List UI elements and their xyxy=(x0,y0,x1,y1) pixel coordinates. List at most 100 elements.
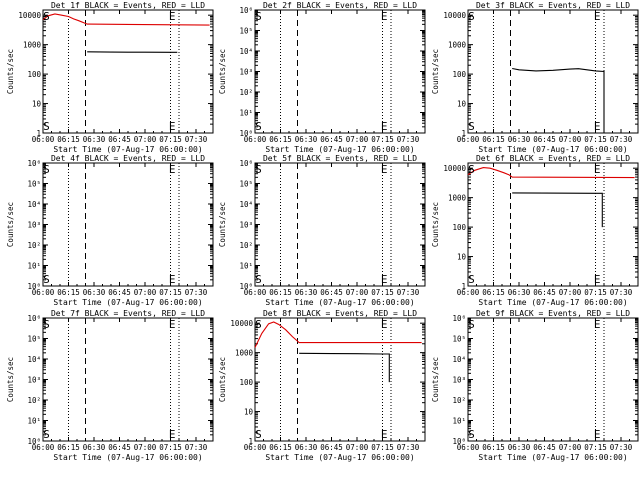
x-tick-label: 06:15 xyxy=(482,288,505,297)
y-tick-label: 10⁵ xyxy=(239,180,253,189)
y-tick-label: 100 xyxy=(452,223,466,232)
y-tick-label: 10⁶ xyxy=(239,6,253,15)
x-tick-label: 07:15 xyxy=(584,443,607,452)
x-tick-label: 07:00 xyxy=(134,135,157,144)
y-tick-label: 10000 xyxy=(443,164,466,173)
y-tick-label: 10¹ xyxy=(239,262,253,271)
x-tick-label: 07:15 xyxy=(159,135,182,144)
x-tick-label: 06:30 xyxy=(83,443,106,452)
marker-s-top: S xyxy=(468,10,475,23)
x-tick-label: 06:30 xyxy=(83,288,106,297)
x-tick-label: 07:15 xyxy=(371,288,394,297)
x-tick-label: 07:00 xyxy=(134,288,157,297)
y-tick-label: 10⁰ xyxy=(239,282,253,291)
chart-title: Det 3f BLACK = Events, RED = LLD xyxy=(476,1,630,10)
y-tick-label: 10³ xyxy=(27,376,41,385)
x-tick-label: 07:30 xyxy=(185,288,208,297)
marker-e-bottom: E xyxy=(594,273,601,286)
y-tick-label: 10⁶ xyxy=(452,314,466,323)
marker-e-top: E xyxy=(594,163,601,176)
marker-s-top: S xyxy=(255,163,262,176)
x-axis-label: Start Time (07-Aug-17 06:00:00) xyxy=(265,453,414,462)
y-tick-label: 10³ xyxy=(27,221,41,230)
y-tick-label: 10000 xyxy=(18,11,41,20)
x-tick-label: 06:00 xyxy=(32,135,55,144)
y-tick-label: 1000 xyxy=(448,41,467,50)
y-tick-label: 10⁴ xyxy=(239,200,253,209)
x-tick-label: 06:30 xyxy=(508,443,531,452)
x-tick-label: 06:15 xyxy=(57,288,80,297)
marker-e-bottom: E xyxy=(169,428,176,441)
y-axis-label: Counts/sec xyxy=(431,202,440,247)
y-tick-label: 10² xyxy=(452,396,466,405)
marker-e-top: E xyxy=(594,318,601,331)
y-tick-label: 10⁶ xyxy=(239,159,253,168)
y-tick-label: 10⁰ xyxy=(452,437,466,446)
y-tick-label: 1 xyxy=(248,437,253,446)
y-tick-label: 10³ xyxy=(239,68,253,77)
x-tick-label: 06:30 xyxy=(295,288,318,297)
y-tick-label: 10² xyxy=(27,396,41,405)
x-tick-label: 06:45 xyxy=(533,443,556,452)
marker-s-top: S xyxy=(255,10,262,23)
x-tick-label: 06:00 xyxy=(457,288,480,297)
series-lld-line xyxy=(254,321,422,348)
x-axis-label: Start Time (07-Aug-17 06:00:00) xyxy=(478,298,627,307)
y-tick-label: 10⁰ xyxy=(239,129,253,138)
x-tick-label: 07:30 xyxy=(185,135,208,144)
y-tick-label: 10⁰ xyxy=(27,437,41,446)
x-tick-label: 07:15 xyxy=(584,135,607,144)
chart-panel-7: Det 7f BLACK = Events, RED = LLD 06:00 06:… xyxy=(6,309,214,462)
x-tick-label: 07:30 xyxy=(185,443,208,452)
x-tick-label: 07:00 xyxy=(559,288,582,297)
marker-s-top: S xyxy=(43,163,50,176)
x-tick-label: 07:30 xyxy=(397,288,420,297)
y-tick-label: 10² xyxy=(239,241,253,250)
y-tick-label: 10⁶ xyxy=(27,314,41,323)
x-tick-label: 06:00 xyxy=(32,443,55,452)
y-tick-label: 10⁵ xyxy=(452,335,466,344)
y-tick-label: 1000 xyxy=(235,349,254,358)
x-tick-label: 07:30 xyxy=(610,288,633,297)
series-events-line xyxy=(87,51,178,53)
y-tick-label: 10⁴ xyxy=(27,200,41,209)
y-axis-label: Counts/sec xyxy=(6,49,15,94)
chart-title: Det 6f BLACK = Events, RED = LLD xyxy=(476,154,630,163)
y-axis-label: Counts/sec xyxy=(218,49,227,94)
x-tick-label: 07:15 xyxy=(584,288,607,297)
marker-e-bottom: E xyxy=(381,428,388,441)
x-tick-label: 06:15 xyxy=(482,443,505,452)
y-tick-label: 1 xyxy=(461,282,466,291)
x-axis-label: Start Time (07-Aug-17 06:00:00) xyxy=(265,145,414,154)
chart-title: Det 7f BLACK = Events, RED = LLD xyxy=(51,309,205,318)
marker-s-bottom: S xyxy=(468,273,475,286)
y-axis-label: Counts/sec xyxy=(431,49,440,94)
x-tick-label: 07:15 xyxy=(159,288,182,297)
y-tick-label: 100 xyxy=(27,70,41,79)
series-lld-line xyxy=(42,13,210,26)
y-axis-label: Counts/sec xyxy=(6,357,15,402)
y-axis-label: Counts/sec xyxy=(218,202,227,247)
y-tick-label: 100 xyxy=(452,70,466,79)
y-tick-label: 100 xyxy=(239,378,253,387)
x-tick-label: 06:45 xyxy=(320,443,343,452)
chart-title: Det 1f BLACK = Events, RED = LLD xyxy=(51,1,205,10)
x-tick-label: 07:15 xyxy=(371,443,394,452)
x-tick-label: 06:45 xyxy=(533,288,556,297)
marker-e-top: E xyxy=(169,163,176,176)
series-lld-line xyxy=(467,167,635,179)
x-tick-label: 06:45 xyxy=(533,135,556,144)
y-tick-label: 10¹ xyxy=(27,262,41,271)
series-events-line xyxy=(299,352,390,383)
y-tick-label: 1 xyxy=(461,129,466,138)
x-tick-label: 06:45 xyxy=(108,443,131,452)
x-tick-label: 06:15 xyxy=(269,135,292,144)
x-tick-label: 07:30 xyxy=(610,135,633,144)
marker-s-bottom: S xyxy=(255,120,262,133)
y-tick-label: 10⁴ xyxy=(27,355,41,364)
